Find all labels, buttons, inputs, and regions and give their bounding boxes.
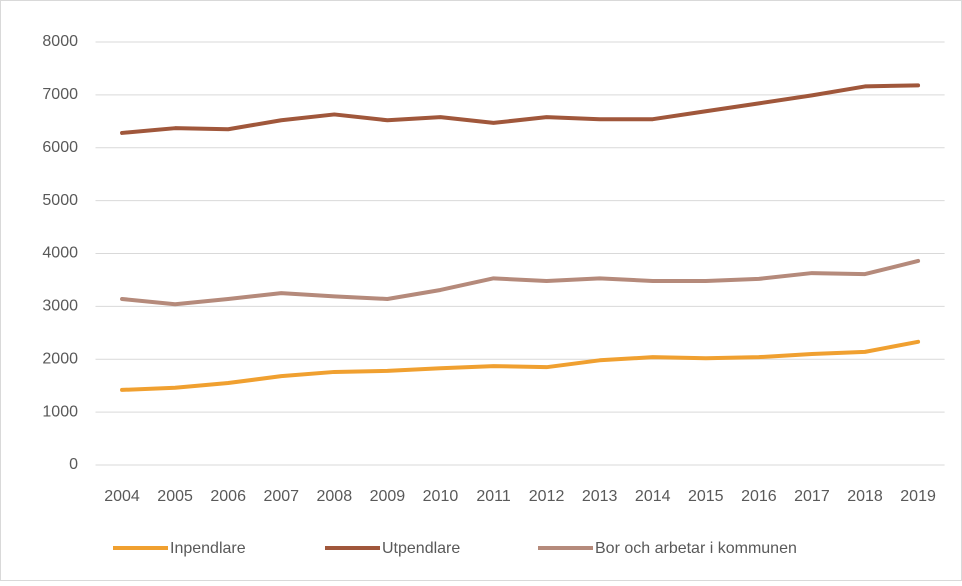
y-tick-label: 8000 xyxy=(42,33,78,50)
series-line xyxy=(120,258,921,307)
x-tick-label: 2007 xyxy=(263,488,299,505)
legend-label: Inpendlare xyxy=(170,540,246,557)
x-tick-label: 2013 xyxy=(582,488,618,505)
x-tick-label: 2006 xyxy=(210,488,246,505)
x-tick-label: 2012 xyxy=(529,488,565,505)
y-tick-label: 1000 xyxy=(42,403,78,420)
x-tick-label: 2011 xyxy=(476,488,511,505)
y-tick-label: 2000 xyxy=(42,350,78,367)
y-tick-label: 0 xyxy=(69,456,78,473)
x-tick-label: 2005 xyxy=(157,488,193,505)
x-tick-label: 2009 xyxy=(370,488,406,505)
x-tick-label: 2015 xyxy=(688,488,724,505)
x-tick-label: 2016 xyxy=(741,488,777,505)
x-tick-label: 2019 xyxy=(900,488,936,505)
y-tick-label: 4000 xyxy=(42,245,78,262)
y-tick-label: 6000 xyxy=(42,139,78,156)
series-line xyxy=(120,339,921,392)
x-tick-label: 2008 xyxy=(317,488,353,505)
y-tick-label: 3000 xyxy=(42,298,78,315)
y-tick-label: 5000 xyxy=(42,192,78,209)
x-tick-label: 2017 xyxy=(794,488,830,505)
legend-label: Utpendlare xyxy=(382,540,460,557)
x-tick-label: 2014 xyxy=(635,488,671,505)
legend-label: Bor och arbetar i kommunen xyxy=(595,540,797,557)
x-tick-label: 2018 xyxy=(847,488,883,505)
x-tick-label: 2010 xyxy=(423,488,459,505)
series-line xyxy=(120,83,921,135)
y-tick-label: 7000 xyxy=(42,86,78,103)
x-tick-label: 2004 xyxy=(104,488,140,505)
